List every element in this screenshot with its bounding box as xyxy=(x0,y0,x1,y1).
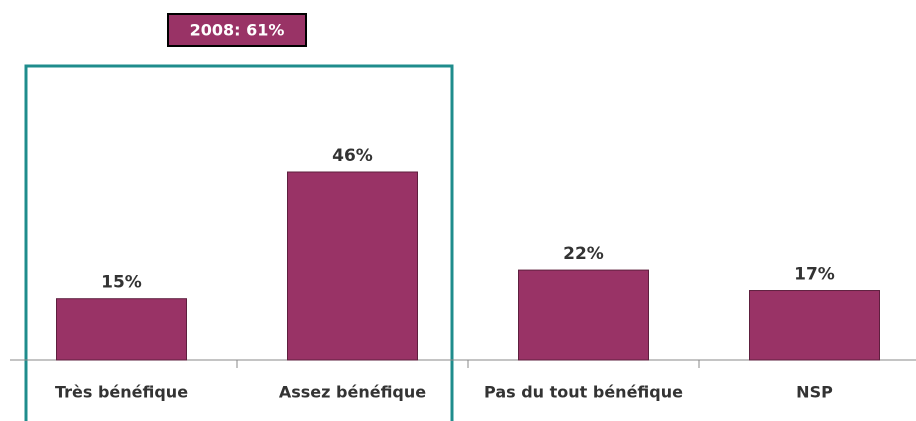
bar xyxy=(749,290,880,361)
bar xyxy=(518,269,649,361)
value-label: 17% xyxy=(794,265,835,285)
annotation-box xyxy=(167,13,307,47)
bar xyxy=(56,298,187,361)
highlight-frame xyxy=(24,64,454,421)
x-tick-label: NSP xyxy=(796,383,833,402)
x-tick-label: Pas du tout bénéfique xyxy=(484,383,683,402)
x-tick-label: Assez bénéfique xyxy=(279,383,426,402)
value-label: 46% xyxy=(332,146,373,166)
annotation: 2008: 61% xyxy=(190,21,285,40)
value-label: 15% xyxy=(101,273,142,293)
value-label: 22% xyxy=(563,244,604,264)
bar xyxy=(287,171,418,361)
x-tick-label: Très bénéfique xyxy=(55,383,188,402)
